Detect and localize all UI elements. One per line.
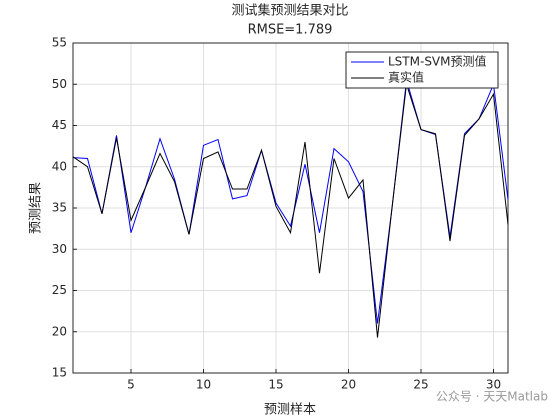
watermark: 公众号 · 天天Matlab	[436, 390, 548, 404]
x-axis-label: 预测样本	[264, 403, 316, 418]
x-tick-label: 20	[341, 378, 356, 392]
y-tick-label: 25	[52, 283, 67, 297]
x-tick-label: 10	[196, 378, 211, 392]
y-tick-label: 30	[52, 242, 67, 256]
y-tick-label: 45	[52, 118, 67, 132]
legend-box	[345, 51, 499, 89]
legend-label: 真实值	[388, 70, 424, 85]
y-tick-label: 50	[52, 77, 67, 91]
x-tick-label: 5	[127, 378, 135, 392]
y-tick-label: 40	[52, 159, 67, 173]
chart-subtitle: RMSE=1.789	[248, 23, 333, 38]
legend-label: LSTM-SVM预测值	[388, 54, 487, 69]
y-axis-label: 预测结果	[29, 182, 44, 234]
x-tick-label: 15	[268, 378, 283, 392]
data-line	[72, 79, 509, 324]
y-tick-label: 35	[52, 201, 67, 215]
chart-title: 测试集预测结果对比	[231, 3, 348, 19]
x-tick-label: 25	[413, 378, 428, 392]
plot-frame	[72, 42, 509, 374]
y-tick-label: 15	[52, 366, 67, 380]
data-line	[72, 84, 509, 338]
y-tick-label: 55	[52, 36, 67, 50]
y-tick-label: 20	[52, 324, 67, 338]
x-tick-label: 30	[486, 378, 501, 392]
